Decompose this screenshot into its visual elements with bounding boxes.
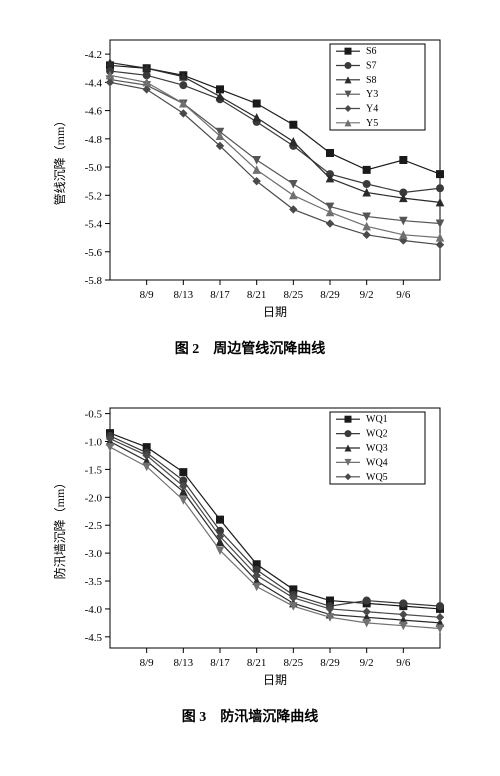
svg-text:-5.0: -5.0 <box>85 162 103 174</box>
svg-text:8/17: 8/17 <box>210 657 230 669</box>
svg-text:-5.4: -5.4 <box>85 219 103 231</box>
svg-text:8/13: 8/13 <box>174 289 194 301</box>
chart-2-caption: 图 3 防汛墙沉降曲线 <box>20 706 480 726</box>
chart-1: -5.8 -5.6 -5.4 -5.2 -5.0 -4.8 -4.6 -4.4 -4.2 8/9 8… <box>30 20 470 330</box>
svg-text:-1.0: -1.0 <box>85 436 103 448</box>
svg-text:WQ4: WQ4 <box>366 457 388 468</box>
svg-text:-5.6: -5.6 <box>85 247 103 259</box>
svg-text:-4.4: -4.4 <box>85 77 103 89</box>
svg-text:Y5: Y5 <box>366 118 378 129</box>
svg-text:防汛墙沉降（mm）: 防汛墙沉降（mm） <box>52 477 67 580</box>
svg-text:-5.2: -5.2 <box>85 190 102 202</box>
svg-text:Y3: Y3 <box>366 89 378 100</box>
svg-text:-5.8: -5.8 <box>85 275 103 287</box>
svg-text:WQ3: WQ3 <box>366 443 388 454</box>
svg-text:管线沉降（mm）: 管线沉降（mm） <box>52 115 67 206</box>
svg-text:日期: 日期 <box>263 305 287 319</box>
svg-text:8/25: 8/25 <box>284 657 304 669</box>
svg-text:-2.0: -2.0 <box>85 492 103 504</box>
chart-1-container: -5.8 -5.6 -5.4 -5.2 -5.0 -4.8 -4.6 -4.4 -4.2 8/9 8… <box>20 20 480 358</box>
svg-text:-4.0: -4.0 <box>85 604 103 616</box>
svg-text:8/21: 8/21 <box>247 289 267 301</box>
svg-text:-4.5: -4.5 <box>85 632 103 644</box>
svg-text:8/21: 8/21 <box>247 657 267 669</box>
svg-text:-3.5: -3.5 <box>85 576 103 588</box>
svg-text:-4.2: -4.2 <box>85 49 102 61</box>
chart-2-container: -4.5 -4.0 -3.5 -3.0 -2.5 -2.0 -1.5 -1.0 -0.5 8/9 8… <box>20 388 480 726</box>
svg-text:-1.5: -1.5 <box>85 464 103 476</box>
svg-text:S8: S8 <box>366 75 377 86</box>
svg-text:-4.6: -4.6 <box>85 106 103 118</box>
svg-text:-4.8: -4.8 <box>85 134 103 146</box>
chart-2: -4.5 -4.0 -3.5 -3.0 -2.5 -2.0 -1.5 -1.0 -0.5 8/9 8… <box>30 388 470 698</box>
svg-text:-3.0: -3.0 <box>85 548 103 560</box>
svg-text:S7: S7 <box>366 61 377 72</box>
svg-text:9/2: 9/2 <box>360 289 374 301</box>
svg-text:8/13: 8/13 <box>174 657 194 669</box>
svg-text:9/2: 9/2 <box>360 657 374 669</box>
svg-text:8/9: 8/9 <box>140 657 155 669</box>
svg-text:8/17: 8/17 <box>210 289 230 301</box>
svg-text:8/25: 8/25 <box>284 289 304 301</box>
svg-text:WQ2: WQ2 <box>366 429 388 440</box>
svg-text:8/9: 8/9 <box>140 289 155 301</box>
svg-text:WQ5: WQ5 <box>366 472 388 483</box>
svg-text:-2.5: -2.5 <box>85 520 103 532</box>
svg-text:-0.5: -0.5 <box>85 409 103 421</box>
svg-text:WQ1: WQ1 <box>366 414 388 425</box>
svg-text:9/6: 9/6 <box>396 289 411 301</box>
svg-text:Y4: Y4 <box>366 104 378 115</box>
svg-text:8/29: 8/29 <box>320 657 340 669</box>
svg-text:8/29: 8/29 <box>320 289 340 301</box>
svg-text:S6: S6 <box>366 46 377 57</box>
svg-text:9/6: 9/6 <box>396 657 411 669</box>
svg-text:日期: 日期 <box>263 673 287 687</box>
chart-1-caption: 图 2 周边管线沉降曲线 <box>20 338 480 358</box>
